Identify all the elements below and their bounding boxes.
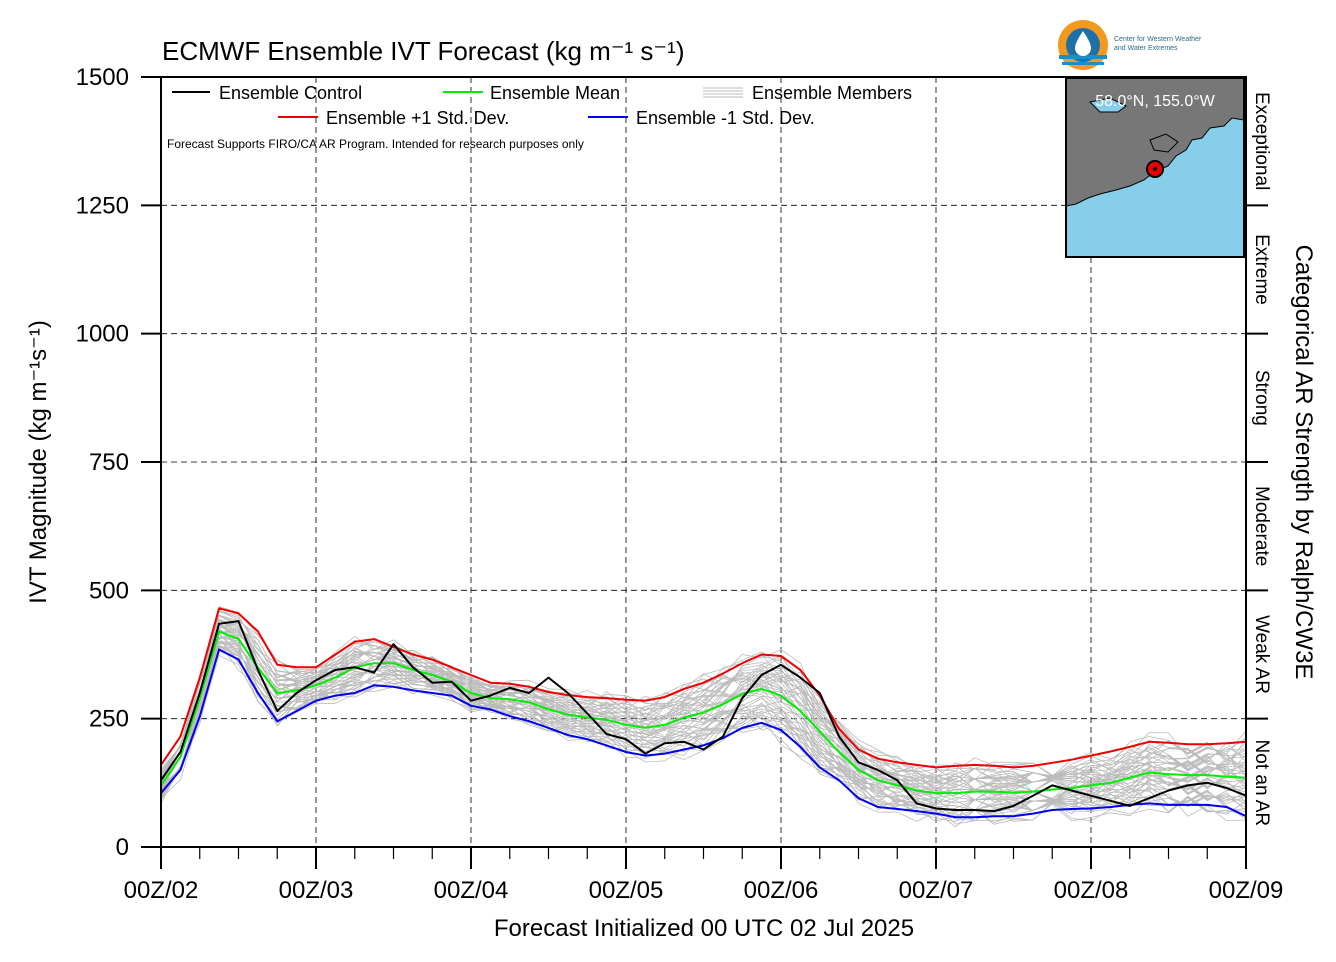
disclaimer-text: Forecast Supports FIRO/CA AR Program. In… <box>167 137 584 151</box>
y-tick-label: 250 <box>89 706 129 733</box>
y-tick-label: 500 <box>89 577 129 604</box>
logo-wave-1 <box>1059 55 1107 59</box>
x-tick-label: 00Z/02 <box>124 877 199 904</box>
cw3e-logo: Center for Western Weather and Water Ext… <box>1058 20 1202 70</box>
ensemble-member-line <box>160 619 1247 794</box>
series-line-ensemble-control <box>160 620 1247 813</box>
ensemble-member-line <box>160 620 1247 791</box>
x-tick-label: 00Z/03 <box>279 877 354 904</box>
x-tick-label: 00Z/08 <box>1054 877 1129 904</box>
ensemble-member-line <box>160 642 1247 822</box>
ensemble-member-line <box>160 641 1247 820</box>
x-tick-label: 00Z/05 <box>589 877 664 904</box>
ensemble-member-line <box>160 618 1247 783</box>
map-land-island <box>1149 133 1179 153</box>
x-tick-label: 00Z/07 <box>899 877 974 904</box>
right-axis-label: Categorical AR Strength by Ralph/CW3E <box>1290 245 1317 680</box>
series-lines <box>160 607 1247 819</box>
ensemble-member-line <box>160 633 1247 814</box>
ensemble-member-line <box>160 637 1247 801</box>
logo-wave-2 <box>1062 62 1104 65</box>
chart-title: ECMWF Ensemble IVT Forecast (kg m⁻¹ s⁻¹) <box>162 36 684 66</box>
series-line-ensemble-1-std-dev <box>160 607 1247 769</box>
legend-label-plus-sd: Ensemble +1 Std. Dev. <box>326 108 509 128</box>
droplet-icon <box>1075 31 1091 56</box>
x-tick-label: 00Z/09 <box>1209 877 1284 904</box>
x-axis-label: Forecast Initialized 00 UTC 02 Jul 2025 <box>494 915 914 942</box>
y-tick-label: 1250 <box>76 192 129 219</box>
ensemble-member-line <box>160 645 1247 811</box>
map-frame <box>1065 77 1245 258</box>
ensemble-member-line <box>160 623 1247 796</box>
category-label: Extreme <box>1251 234 1272 305</box>
series-line-ensemble-mean <box>160 630 1247 795</box>
ensemble-member-line <box>160 624 1247 801</box>
logo-text-line1: Center for Western Weather <box>1114 36 1202 43</box>
x-tick-label: 00Z/04 <box>434 877 509 904</box>
legend-label-mean: Ensemble Mean <box>490 83 620 103</box>
category-label: Exceptional <box>1251 92 1272 190</box>
ensemble-member-line <box>160 641 1246 814</box>
map-location-label: 58.0°N, 155.0°W <box>1095 93 1215 110</box>
logo-text-line2: and Water Extremes <box>1114 45 1178 52</box>
map-land-inlet <box>1088 97 1127 113</box>
legend-swatch-members <box>703 87 743 98</box>
category-label: Moderate <box>1251 486 1272 566</box>
inset-map: 58.0°N, 155.0°W <box>1065 77 1245 258</box>
ensemble-member-line <box>160 614 1247 777</box>
y-tick-label: 1000 <box>76 321 129 348</box>
legend-label-control: Ensemble Control <box>219 83 362 103</box>
series-line-ensemble-1-std-dev <box>160 648 1247 819</box>
y-tick-label: 750 <box>89 449 129 476</box>
y-tick-label: 1500 <box>76 64 129 91</box>
legend-label-members: Ensemble Members <box>752 83 912 103</box>
y-tick-label: 0 <box>116 834 129 861</box>
y-axis: 0 250 500 750 1000 1250 1500 <box>76 64 161 861</box>
x-tick-label: 00Z/06 <box>744 877 819 904</box>
location-marker-center <box>1153 167 1157 171</box>
ensemble-member-line <box>160 623 1247 783</box>
ensemble-member-line <box>160 610 1247 778</box>
ensemble-member-line <box>160 614 1247 782</box>
ensemble-member-line <box>160 619 1247 790</box>
y-axis-label: IVT Magnitude (kg m⁻¹s⁻¹) <box>25 320 52 604</box>
x-axis: 00Z/02 00Z/03 00Z/04 00Z/05 00Z/06 00Z/07 00Z/… <box>124 847 1284 904</box>
legend-label-minus-sd: Ensemble -1 Std. Dev. <box>636 108 815 128</box>
category-label: Strong <box>1251 370 1272 426</box>
legend: Ensemble Control Ensemble Mean Ensemble … <box>167 83 912 151</box>
category-axis: Not an AR Weak AR Moderate Strong Extreme Exc… <box>1246 92 1272 827</box>
category-label: Weak AR <box>1251 615 1272 694</box>
category-label: Not an AR <box>1251 740 1272 827</box>
